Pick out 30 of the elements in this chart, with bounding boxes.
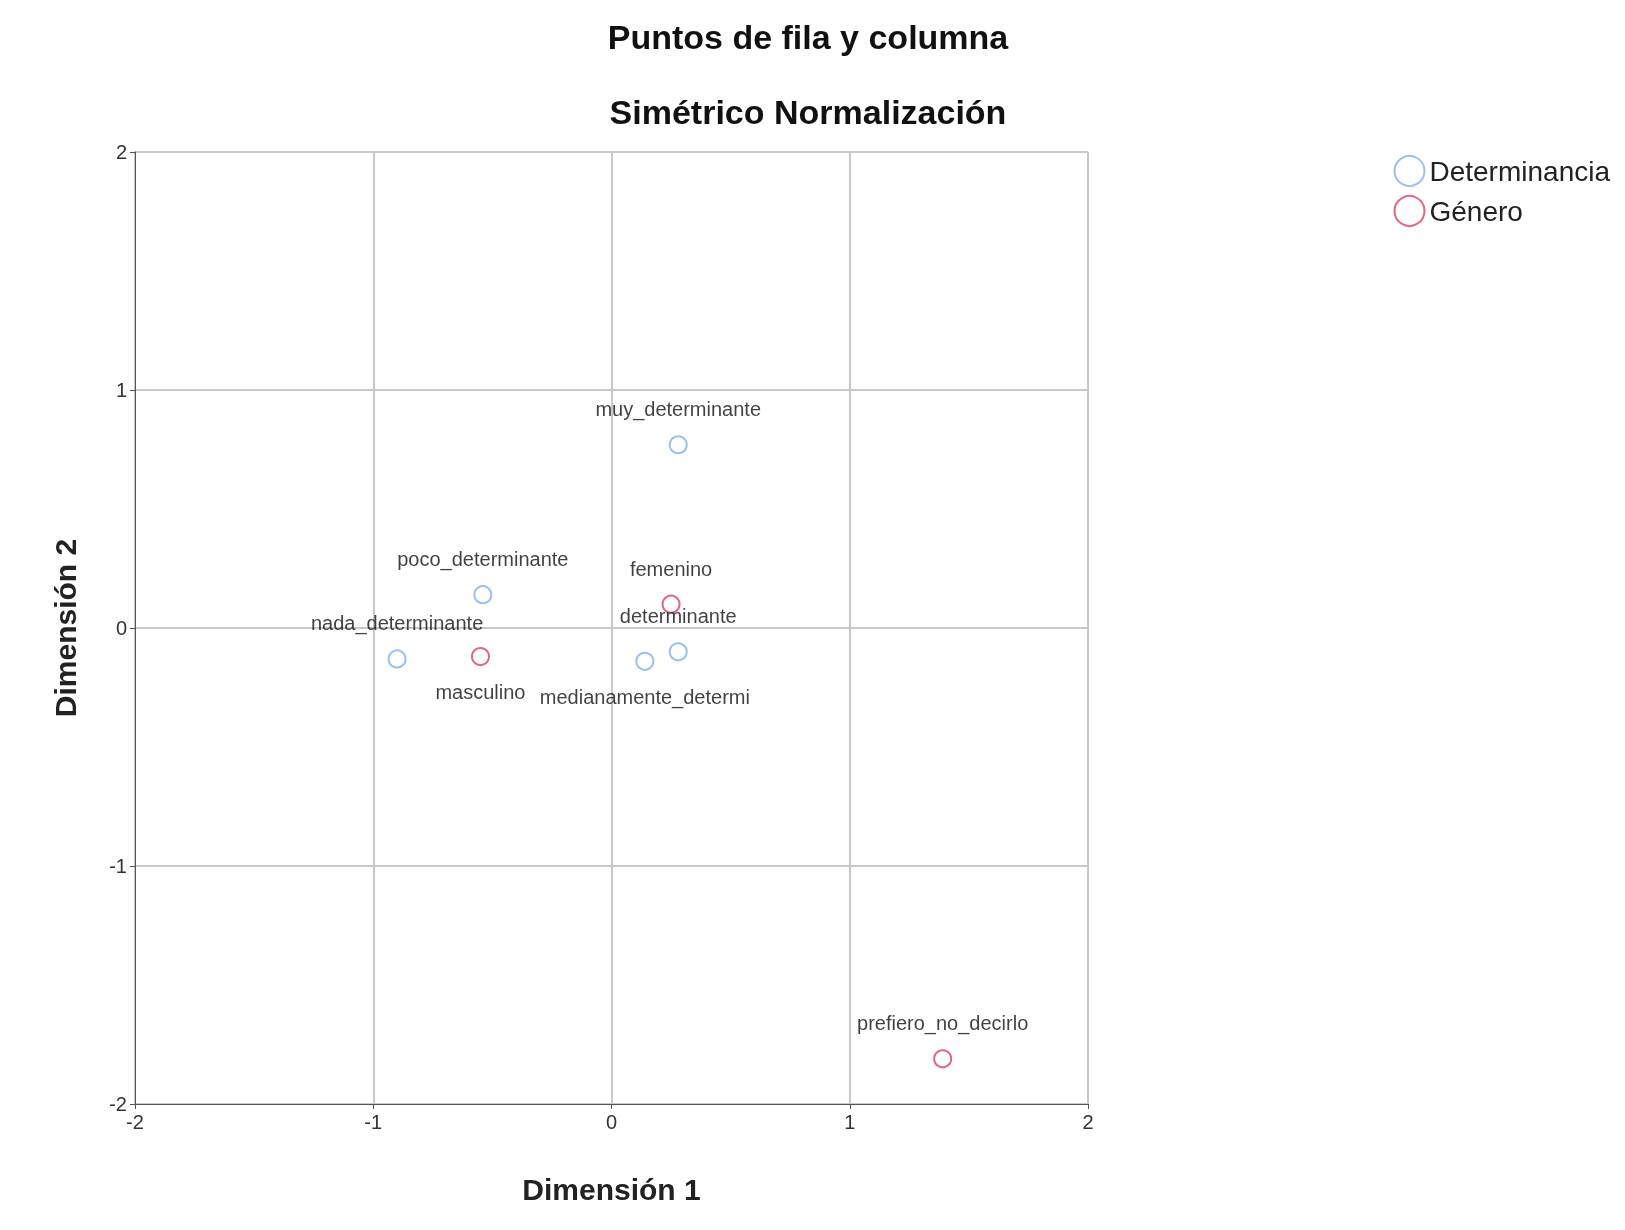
point — [668, 642, 688, 662]
annotation: determinante — [619, 605, 737, 628]
x-tick-label: -1 — [364, 1111, 383, 1133]
x-tick-label: 1 — [844, 1111, 856, 1133]
point — [387, 649, 407, 669]
x-tick-label: 0 — [605, 1111, 618, 1133]
y-tick-label: 2 — [115, 141, 127, 163]
x-tick-label: 2 — [1082, 1111, 1094, 1133]
y-tick-label: -2 — [109, 1093, 127, 1115]
annotation: masculino — [435, 681, 526, 704]
annotation: medianamente_determi — [539, 685, 750, 709]
y-tick-label: 0 — [115, 617, 127, 639]
point — [635, 651, 655, 671]
annotation: nada_determinante — [310, 612, 484, 636]
y-tick-label: -1 — [109, 855, 127, 877]
legend-label: Determinancia — [1429, 155, 1611, 187]
x-axis-title: Dimensión 1 — [522, 1172, 701, 1206]
annotation: poco_determinante — [397, 548, 569, 572]
y-axis-title: Dimensión 2 — [48, 538, 82, 718]
point — [933, 1049, 953, 1069]
chart-subtitle: Simétrico Normalización — [609, 93, 1007, 131]
y-tick-label: 1 — [115, 379, 127, 401]
annotation: femenino — [629, 557, 713, 580]
point — [668, 435, 688, 455]
legend-label: Género — [1429, 195, 1523, 227]
annotation: muy_determinante — [595, 398, 762, 422]
annotation: prefiero_no_decirlo — [857, 1012, 1029, 1036]
point — [470, 647, 490, 667]
point — [473, 585, 493, 605]
chart-title: Puntos de fila y columna — [607, 18, 1010, 56]
